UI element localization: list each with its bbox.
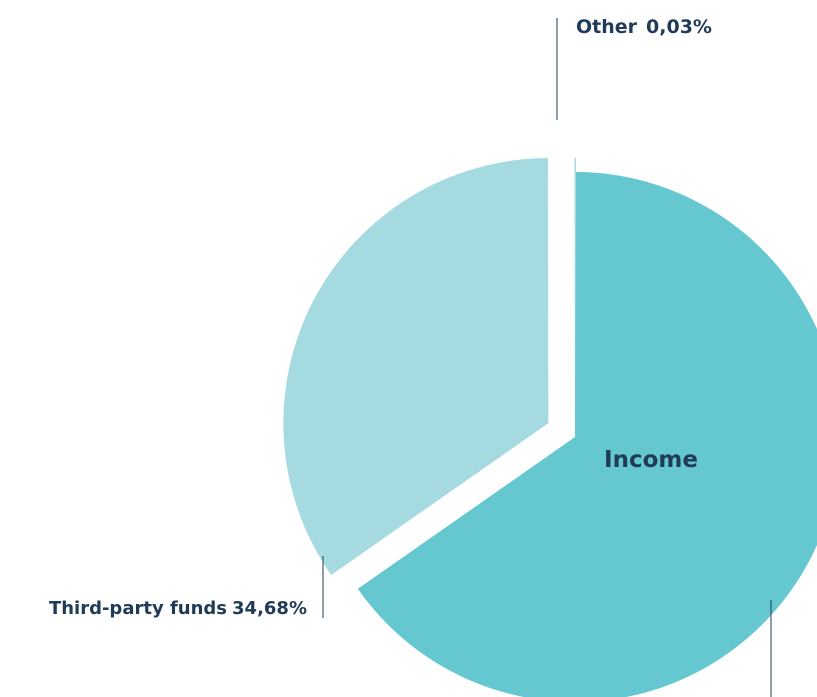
slice-other: [574, 158, 577, 423]
pie-slices: [283, 158, 817, 697]
slice-label-other-name: Other: [576, 16, 638, 38]
slice-label-other: Other 0,03%: [576, 16, 712, 38]
slice-income: [357, 172, 817, 697]
slice-label-third-party-value: 34,68%: [232, 598, 307, 619]
slice-label-other-value: 0,03%: [646, 16, 712, 38]
slice-third-party-funds: [283, 158, 549, 575]
slice-label-third-party-name: Third-party funds: [49, 598, 227, 619]
leader-lines: [322, 18, 772, 697]
chart-title: Income: [604, 447, 698, 473]
slice-label-third-party: Third-party funds 34,68%: [49, 598, 307, 619]
